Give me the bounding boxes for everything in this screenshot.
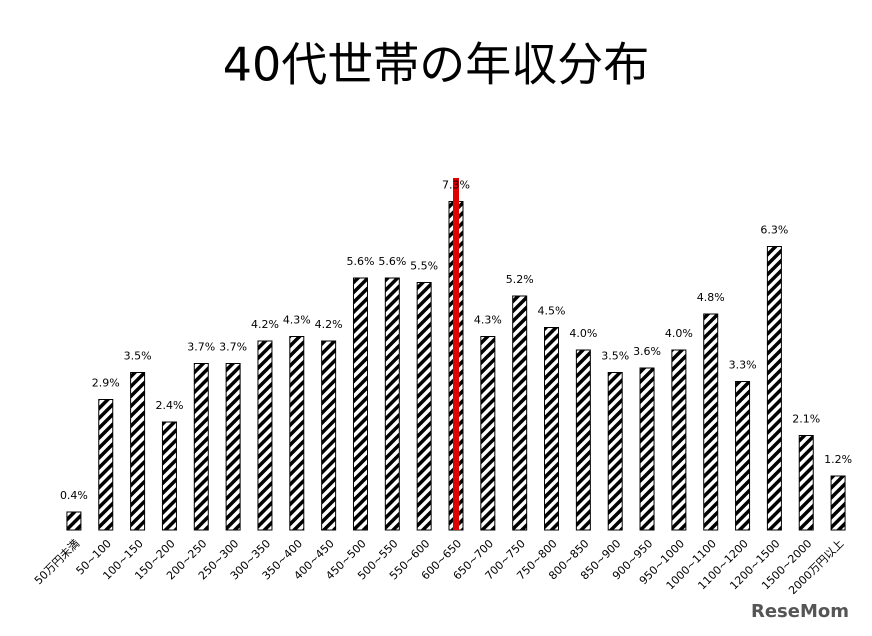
value-label: 5.2%	[506, 273, 534, 286]
bar	[352, 277, 368, 531]
value-label: 2.1%	[792, 413, 820, 426]
bar	[193, 363, 209, 531]
bar	[321, 340, 337, 531]
bar	[66, 511, 82, 531]
bar	[703, 313, 719, 531]
value-label: 3.7%	[219, 341, 247, 354]
value-label: 5.5%	[410, 260, 438, 273]
bar	[98, 399, 114, 531]
bar	[225, 363, 241, 531]
bar	[766, 246, 782, 531]
value-label: 3.3%	[729, 359, 757, 372]
value-label: 0.4%	[60, 489, 88, 502]
value-label: 4.0%	[569, 327, 597, 340]
value-label: 6.3%	[760, 224, 788, 237]
value-label: 3.6%	[633, 345, 661, 358]
value-label: 4.3%	[474, 314, 502, 327]
value-label: 4.2%	[315, 318, 343, 331]
value-label: 2.9%	[92, 377, 120, 390]
value-label: 4.3%	[283, 314, 311, 327]
value-label: 5.6%	[378, 255, 406, 268]
bar	[544, 327, 560, 531]
value-label: 4.5%	[538, 305, 566, 318]
watermark: ReseMom	[751, 601, 849, 622]
bar	[798, 435, 814, 531]
bar	[639, 367, 655, 531]
bar	[512, 295, 528, 531]
chart-title: 40代世帯の年収分布	[223, 38, 650, 92]
bar	[671, 349, 687, 531]
bar	[384, 277, 400, 531]
bar	[257, 340, 273, 531]
bar	[735, 381, 751, 531]
bar	[289, 336, 305, 531]
bar	[416, 282, 432, 531]
value-label: 3.5%	[601, 350, 629, 363]
value-label: 4.8%	[697, 291, 725, 304]
value-label: 5.6%	[347, 255, 375, 268]
highlight-line	[453, 178, 459, 530]
value-label: 3.7%	[187, 341, 215, 354]
bar	[607, 372, 623, 531]
value-label: 2.4%	[155, 399, 183, 412]
value-label: 4.0%	[665, 327, 693, 340]
x-tick-label: 50万円未満	[32, 537, 82, 587]
bar	[480, 336, 496, 531]
value-label: 7.3%	[442, 179, 470, 192]
bar	[130, 372, 146, 531]
value-label: 4.2%	[251, 318, 279, 331]
bar	[161, 421, 177, 531]
value-label: 3.5%	[124, 350, 152, 363]
bar	[575, 349, 591, 531]
value-label: 1.2%	[824, 453, 852, 466]
bar	[830, 475, 846, 531]
